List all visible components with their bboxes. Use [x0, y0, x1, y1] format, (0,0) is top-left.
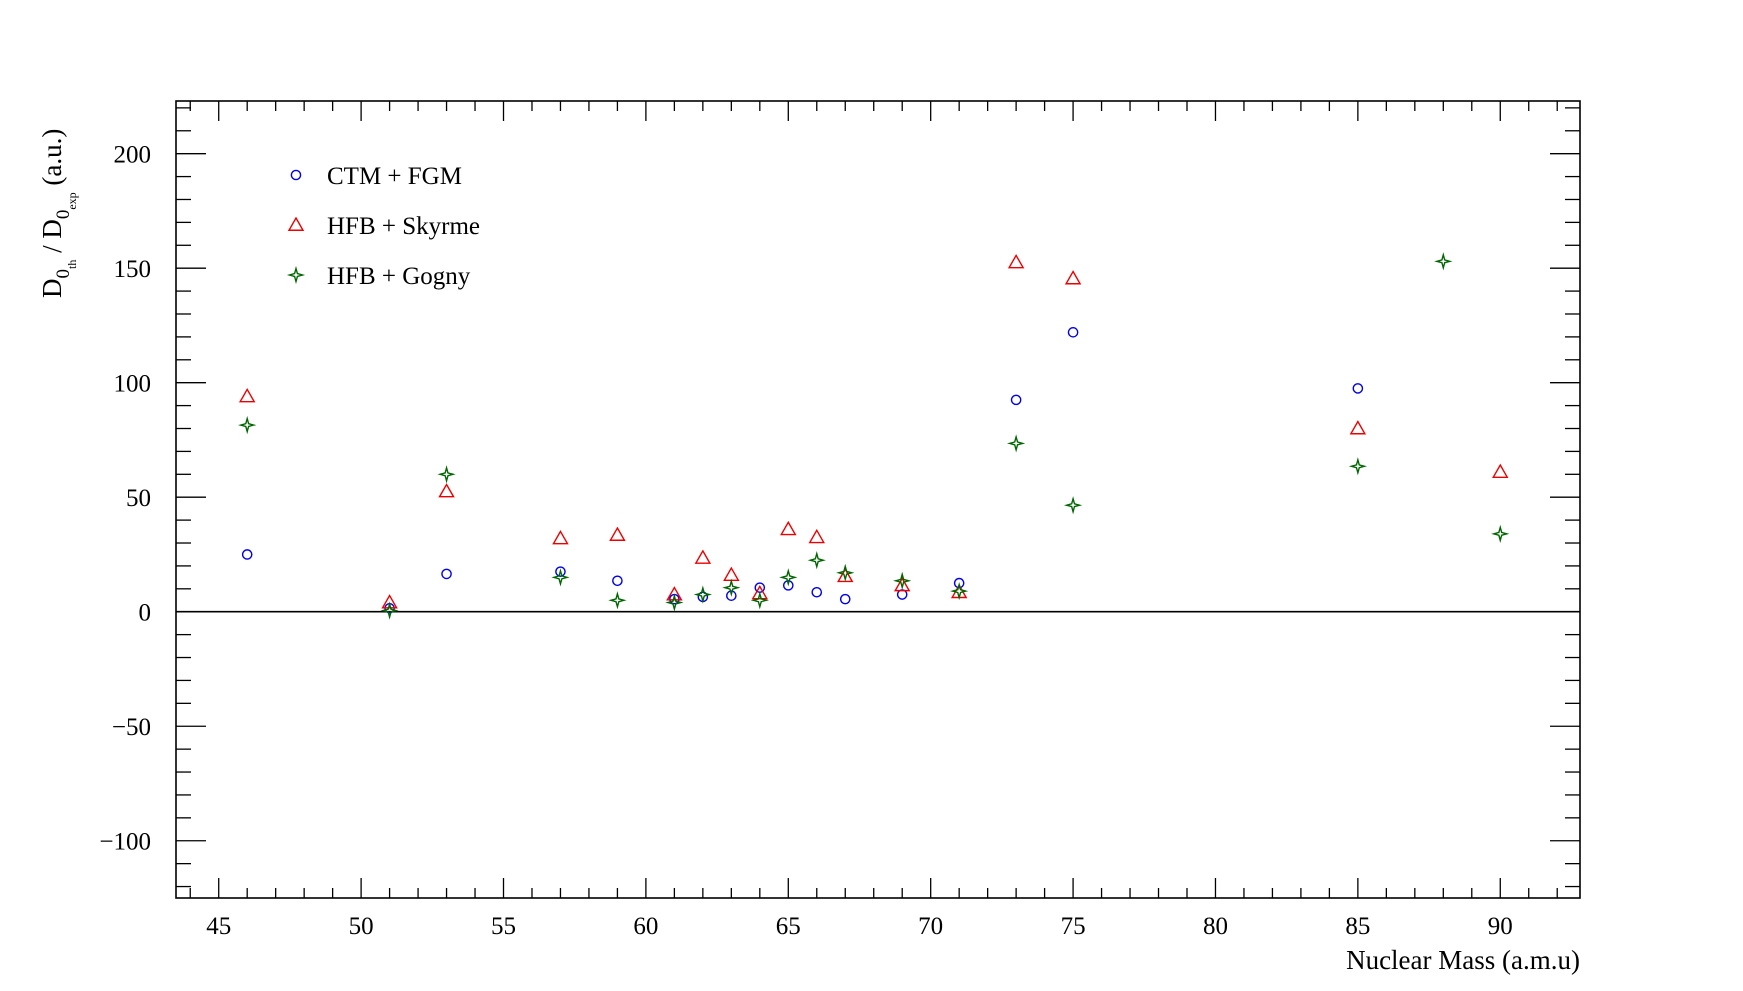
data-point: [836, 563, 855, 582]
y-tick-label: −100: [99, 829, 151, 856]
data-point: [693, 585, 713, 604]
y-title-unit: (a.u.): [37, 129, 67, 193]
y-axis-title: D0th / D0exp (a.u.): [37, 129, 79, 298]
series-diamond-star: [238, 252, 1510, 620]
x-tick-label: 45: [206, 913, 231, 940]
data-point: [1064, 270, 1082, 285]
y-tick-label: 50: [126, 485, 151, 512]
data-point: [609, 526, 626, 541]
y-tick-label: 200: [114, 142, 152, 169]
data-point: [723, 566, 740, 582]
x-tick-label: 70: [918, 913, 943, 940]
x-tick-label: 75: [1061, 913, 1086, 940]
data-point: [238, 415, 257, 435]
y-tick-label: 150: [114, 256, 152, 283]
data-points: [238, 252, 1510, 620]
data-point: [751, 584, 769, 600]
y-tick-label: −50: [112, 714, 151, 741]
series-triangle: [238, 254, 1509, 609]
data-point: [694, 549, 712, 564]
y-title-sep: / D: [37, 219, 67, 260]
data-point: [1434, 252, 1453, 271]
data-point: [1348, 457, 1368, 476]
data-point: [722, 578, 741, 597]
data-point: [808, 528, 825, 544]
data-point: [807, 551, 826, 570]
data-point: [1010, 394, 1022, 406]
svg-text:D0th / D0exp (a.u.): D0th / D0exp (a.u.): [37, 129, 79, 298]
data-point: [726, 590, 737, 601]
data-point: [1492, 463, 1509, 478]
data-point: [238, 388, 256, 403]
data-point: [1491, 524, 1510, 543]
legend-marker: [287, 216, 305, 231]
data-point: [780, 520, 797, 536]
series-circle: [241, 327, 1364, 614]
data-point: [551, 568, 570, 587]
y-title-sub2: 0: [53, 210, 74, 220]
y-title-sub1: 0: [53, 269, 74, 279]
data-point: [750, 591, 769, 610]
legend-label: CTM + FGM: [327, 163, 462, 190]
data-point: [839, 593, 851, 605]
x-tick-label: 65: [776, 913, 801, 940]
data-point: [552, 530, 569, 545]
legend-marker: [290, 169, 302, 181]
data-point: [441, 568, 452, 580]
data-point: [893, 571, 912, 590]
data-point: [782, 580, 794, 591]
x-tick-label: 60: [633, 913, 658, 940]
x-axis-title: Nuclear Mass (a.m.u): [1346, 945, 1580, 975]
data-point: [953, 577, 965, 589]
data-point: [380, 601, 399, 620]
data-point: [438, 483, 455, 498]
data-point: [1006, 434, 1026, 453]
legend-label: HFB + Skyrme: [327, 213, 480, 240]
data-point: [555, 566, 566, 577]
data-point: [241, 549, 253, 560]
legend-label: HFB + Gogny: [327, 263, 471, 290]
legend: CTM + FGM HFB + Skyrme HFB + Gogny: [286, 163, 480, 290]
data-point: [666, 586, 683, 601]
axes: 45 50 55 60 65 70 75 80 85 90 −100 −50 0 50 100 150 200: [99, 101, 1580, 940]
data-point: [1067, 327, 1079, 338]
y-title-subsub2: exp: [65, 192, 79, 209]
x-tick-label: 85: [1345, 913, 1370, 940]
data-point: [381, 594, 398, 609]
data-point: [1352, 383, 1364, 394]
x-tick-label: 50: [349, 913, 374, 940]
data-point: [1349, 420, 1367, 435]
y-title-main: D: [37, 279, 67, 299]
data-point: [608, 591, 627, 610]
y-title-subsub1: th: [65, 260, 79, 269]
data-point: [894, 576, 911, 592]
plot-frame: [175, 100, 1581, 899]
data-point: [950, 581, 969, 601]
x-tick-label: 80: [1203, 913, 1228, 940]
data-point: [437, 465, 456, 484]
data-point: [1007, 254, 1025, 269]
legend-marker: [286, 265, 306, 285]
x-tick-label: 90: [1488, 913, 1513, 940]
y-tick-label: 100: [114, 371, 152, 398]
y-tick-label: 0: [139, 600, 152, 627]
data-point: [665, 593, 684, 612]
data-point: [612, 575, 623, 587]
data-point: [811, 586, 823, 598]
data-point: [1063, 496, 1083, 515]
data-point: [779, 568, 798, 587]
x-tick-label: 55: [491, 913, 516, 940]
